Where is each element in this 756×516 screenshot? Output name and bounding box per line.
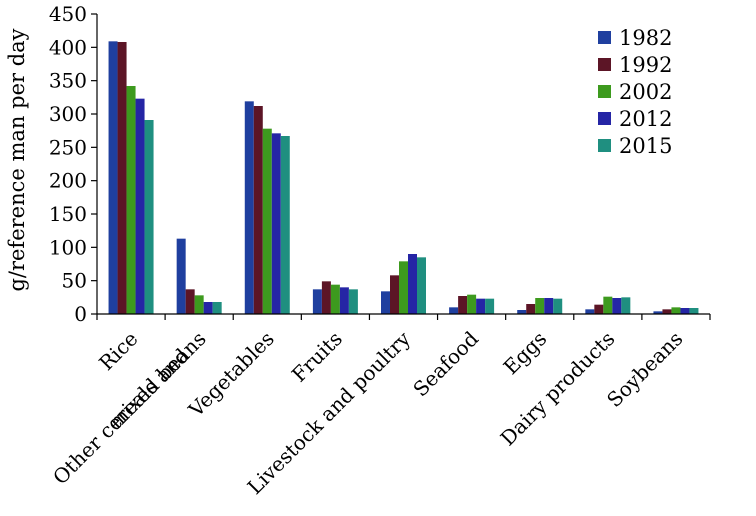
bar-2002-0: [126, 86, 136, 314]
bar-2015-4: [417, 257, 426, 314]
bar-1992-2: [253, 106, 263, 314]
bar-2012-2: [271, 133, 281, 314]
y-tick-label: 400: [49, 35, 87, 59]
y-axis-title: g/reference man per day: [5, 28, 29, 291]
legend-swatch-2012: [598, 112, 611, 125]
bar-2015-8: [689, 308, 699, 314]
legend-label: 2002: [619, 80, 672, 104]
bar-1992-8: [662, 309, 672, 314]
bar-1982-5: [449, 307, 459, 314]
bar-2015-1: [212, 302, 222, 314]
bar-2015-3: [348, 289, 358, 314]
bar-1992-0: [117, 42, 127, 314]
bar-2002-6: [535, 298, 545, 314]
bar-2015-5: [485, 298, 495, 314]
bar-2012-6: [544, 298, 554, 314]
bar-1992-1: [185, 289, 195, 314]
bar-2012-5: [476, 298, 486, 314]
bar-1982-3: [312, 289, 322, 314]
bar-1992-3: [321, 281, 331, 314]
legend-label: 1992: [619, 53, 672, 77]
bar-1982-4: [381, 291, 390, 314]
bar-1982-7: [585, 309, 595, 314]
y-tick-label: 300: [49, 102, 87, 126]
y-tick-label: 450: [49, 2, 87, 26]
y-tick-label: 250: [49, 135, 87, 159]
bar-2002-8: [671, 307, 681, 314]
bar-1982-6: [517, 310, 527, 314]
bar-2012-7: [612, 298, 622, 314]
bar-2002-3: [330, 284, 340, 314]
x-category-label: Dairy products: [496, 327, 620, 451]
legend-swatch-1992: [598, 58, 611, 71]
legend-swatch-2002: [598, 85, 611, 98]
bar-2012-4: [408, 254, 417, 314]
bar-1992-6: [526, 304, 536, 314]
legend-swatch-2015: [598, 139, 611, 152]
y-tick-label: 0: [74, 302, 87, 326]
y-tick-label: 200: [49, 169, 87, 193]
x-category-label: Rice: [94, 327, 142, 375]
bar-1992-4: [390, 275, 399, 314]
bar-2015-2: [280, 136, 290, 314]
bar-2012-0: [135, 98, 145, 315]
bar-2002-2: [262, 128, 272, 314]
bar-2002-7: [603, 296, 613, 314]
y-tick-label: 350: [49, 69, 87, 93]
bar-1982-0: [108, 41, 118, 314]
bar-2002-5: [467, 294, 477, 314]
bar-2012-8: [680, 308, 690, 314]
legend-swatch-1982: [598, 31, 611, 44]
legend-label: 2015: [619, 134, 672, 158]
legend-label: 2012: [619, 107, 672, 131]
bar-1982-8: [653, 311, 663, 314]
bars: [108, 41, 699, 315]
x-category-label: Seafood: [408, 326, 483, 401]
bar-2002-4: [399, 261, 408, 314]
bar-2012-3: [339, 287, 349, 314]
x-category-label: Eggs: [499, 327, 552, 380]
x-category-label: Fruits: [287, 327, 347, 387]
y-axis-ticks: 0 50 100 150 200 250 300 350 400 450: [49, 2, 97, 326]
bar-2012-1: [203, 302, 213, 314]
legend-label: 1982: [619, 26, 672, 50]
bar-1982-2: [244, 101, 254, 314]
y-tick-label: 150: [49, 202, 87, 226]
y-tick-label: 50: [62, 269, 87, 293]
bar-2015-7: [621, 297, 631, 314]
bar-2015-0: [144, 120, 154, 314]
bar-1982-1: [176, 238, 186, 314]
bar-1992-5: [458, 296, 468, 314]
y-tick-label: 100: [49, 235, 87, 259]
legend: 1982 1992 2002 2012 2015: [598, 26, 672, 158]
bar-2002-1: [194, 295, 204, 314]
bar-2015-6: [553, 298, 563, 314]
bar-1992-7: [594, 304, 604, 314]
